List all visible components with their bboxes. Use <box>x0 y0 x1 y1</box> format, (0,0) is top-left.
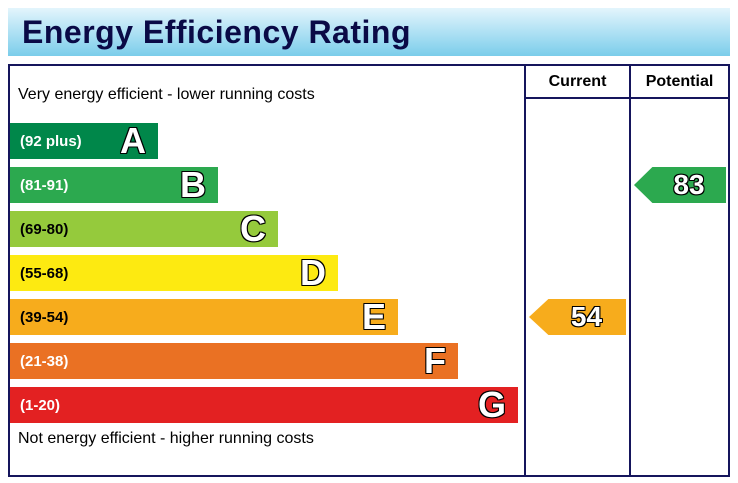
band-letter: A <box>120 120 146 161</box>
band-row-f: (21-38) F <box>10 343 458 379</box>
current-column-divider <box>524 66 526 475</box>
band-bar-a: (92 plus) A <box>10 123 158 159</box>
band-bar-b: (81-91) B <box>10 167 218 203</box>
band-bar-c: (69-80) C <box>10 211 278 247</box>
band-range-label: (81-91) <box>20 176 69 194</box>
band-letter: D <box>300 252 326 293</box>
band-range-label: (21-38) <box>20 352 69 370</box>
chart-title: Energy Efficiency Rating <box>22 13 411 50</box>
band-row-d: (55-68) D <box>10 255 338 291</box>
band-row-a: (92 plus) A <box>10 123 158 159</box>
band-range-label: (92 plus) <box>20 132 82 150</box>
band-letter: E <box>361 296 386 337</box>
band-bar-d: (55-68) D <box>10 255 338 291</box>
title-bar: Energy Efficiency Rating <box>8 8 730 56</box>
band-bar-g: (1-20) G <box>10 387 518 423</box>
band-bar-e: (39-54) E <box>10 299 398 335</box>
current-column-header: Current <box>548 72 607 90</box>
current-rating-arrow: 54 <box>529 299 626 335</box>
band-letter: C <box>240 208 266 249</box>
band-letter: F <box>424 340 446 381</box>
band-range-label: (55-68) <box>20 264 69 282</box>
band-row-g: (1-20) G <box>10 387 518 423</box>
band-row-c: (69-80) C <box>10 211 278 247</box>
band-range-label: (69-80) <box>20 220 69 238</box>
band-row-e: (39-54) E <box>10 299 398 335</box>
band-bar-f: (21-38) F <box>10 343 458 379</box>
potential-rating-value: 83 <box>673 169 705 200</box>
band-range-label: (1-20) <box>20 396 61 414</box>
potential-column-header: Potential <box>645 72 714 90</box>
band-letter: B <box>180 164 206 205</box>
band-letter: G <box>477 384 506 425</box>
band-range-label: (39-54) <box>20 308 69 326</box>
header-underline <box>524 97 728 99</box>
top-note: Very energy efficient - lower running co… <box>18 86 315 103</box>
potential-rating-arrow: 83 <box>634 167 726 203</box>
current-rating-value: 54 <box>570 301 603 332</box>
rating-chart: Current Potential Very energy efficient … <box>8 64 730 477</box>
bottom-note: Not energy efficient - higher running co… <box>18 430 314 447</box>
potential-column-divider <box>629 66 631 475</box>
band-row-b: (81-91) B <box>10 167 218 203</box>
